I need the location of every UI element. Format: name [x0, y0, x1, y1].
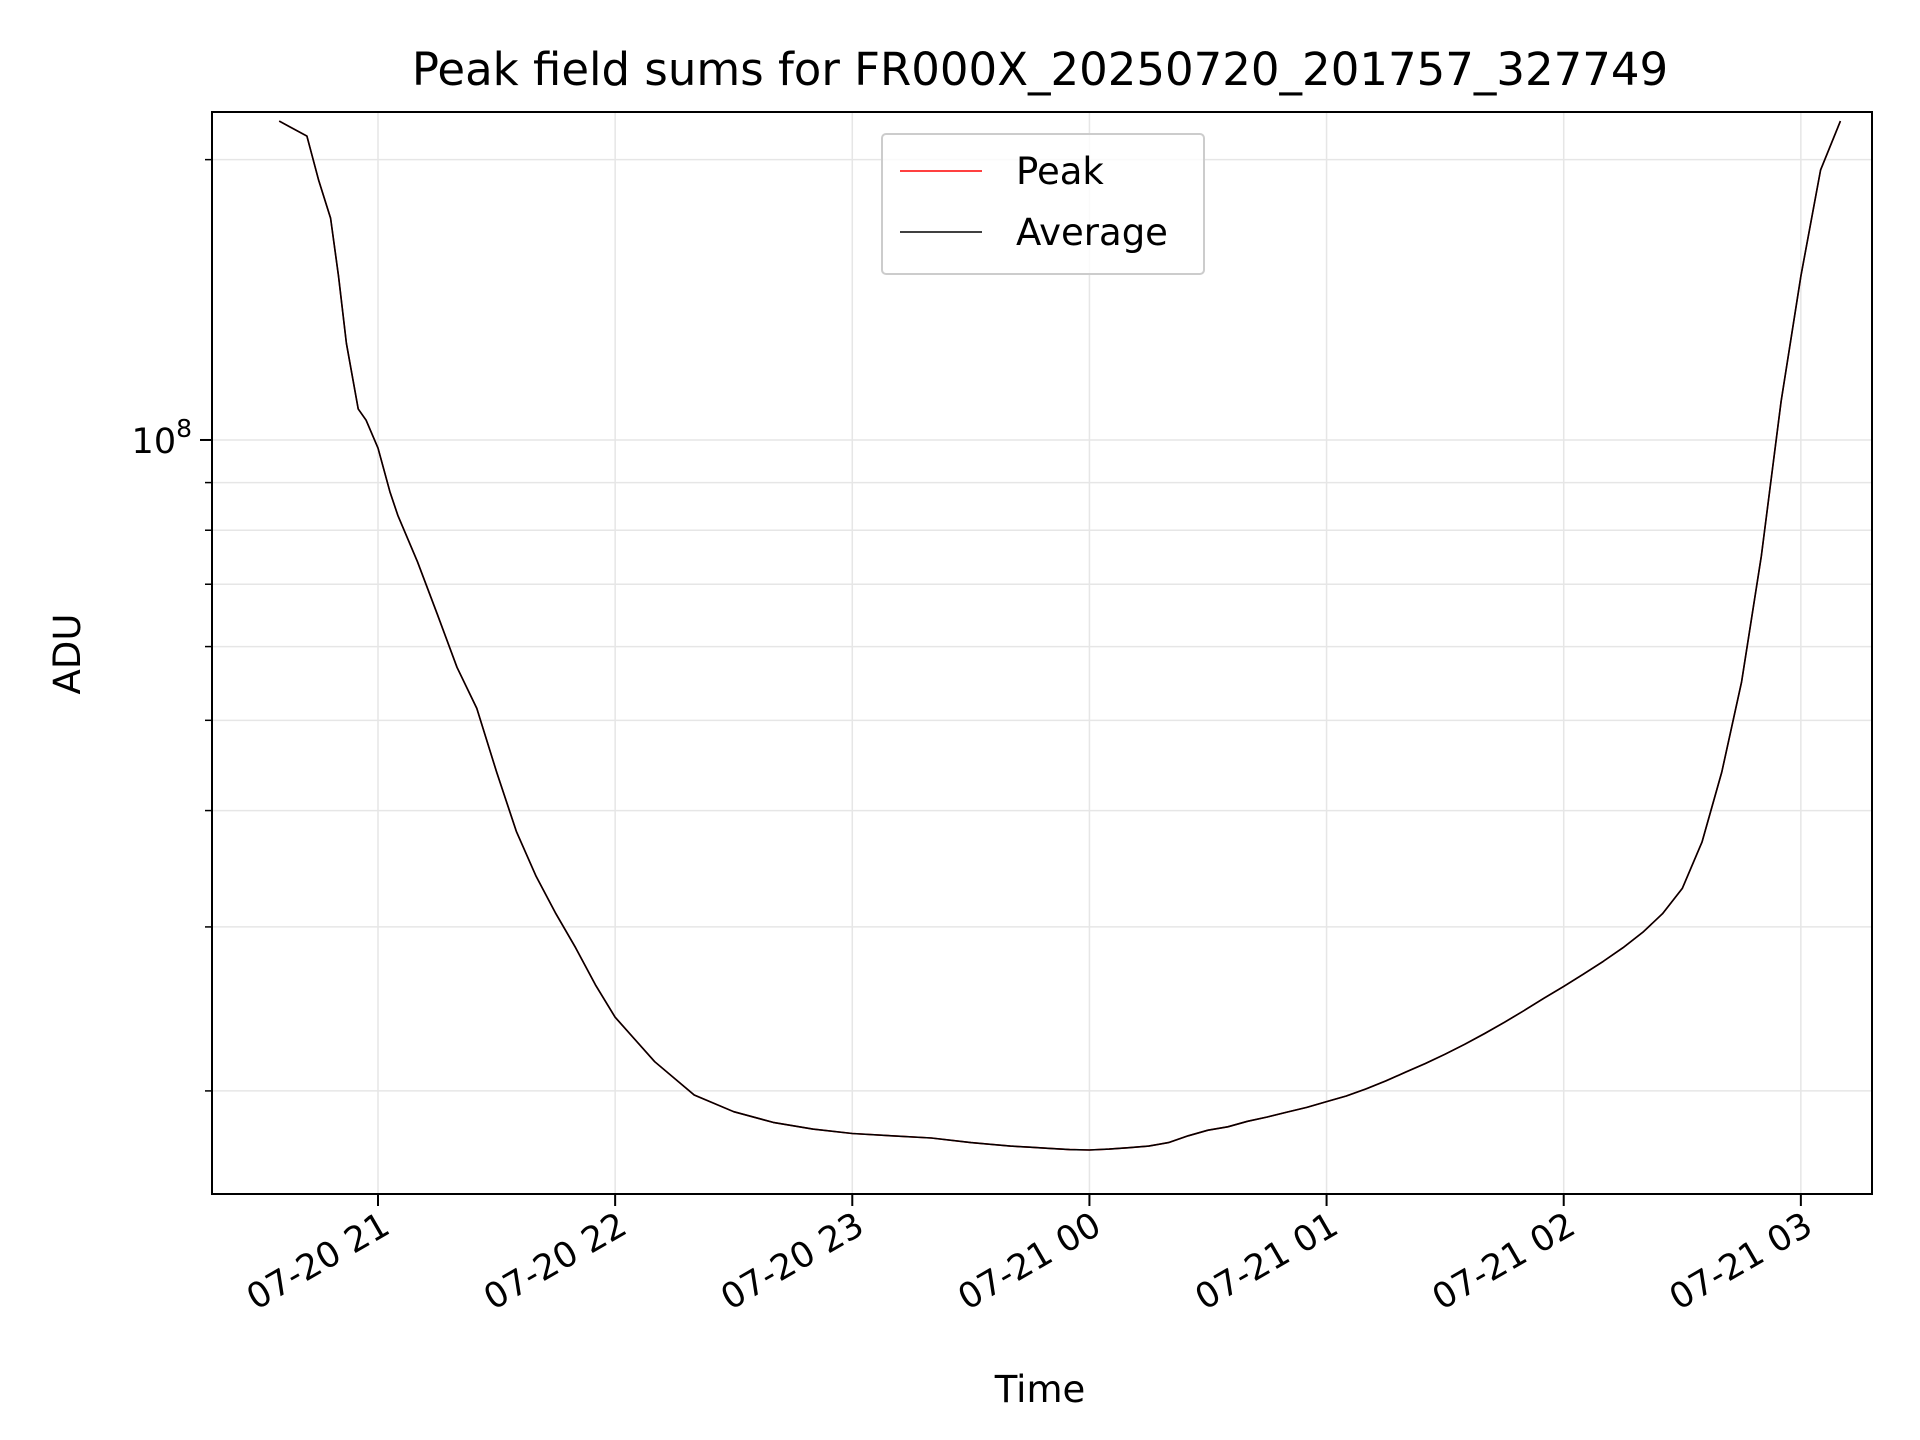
series-line-average	[278, 120, 1842, 1151]
y-tick-label: 108	[132, 414, 192, 462]
legend-box	[881, 133, 1205, 275]
y-tick-label-exponent: 8	[176, 414, 192, 443]
legend-label-average: Average	[1016, 211, 1168, 254]
x-axis-label: Time	[994, 1368, 1086, 1411]
grid	[212, 112, 1872, 1194]
plot-frame	[211, 111, 1873, 1195]
legend: Peak Average	[881, 133, 1205, 275]
y-axis-label: ADU	[46, 614, 89, 695]
y-tick-label-base: 10	[132, 422, 177, 462]
legend-label-peak: Peak	[1016, 150, 1104, 193]
chart-title: Peak field sums for FR000X_20250720_2017…	[412, 43, 1668, 96]
series-layer	[278, 120, 1842, 1151]
